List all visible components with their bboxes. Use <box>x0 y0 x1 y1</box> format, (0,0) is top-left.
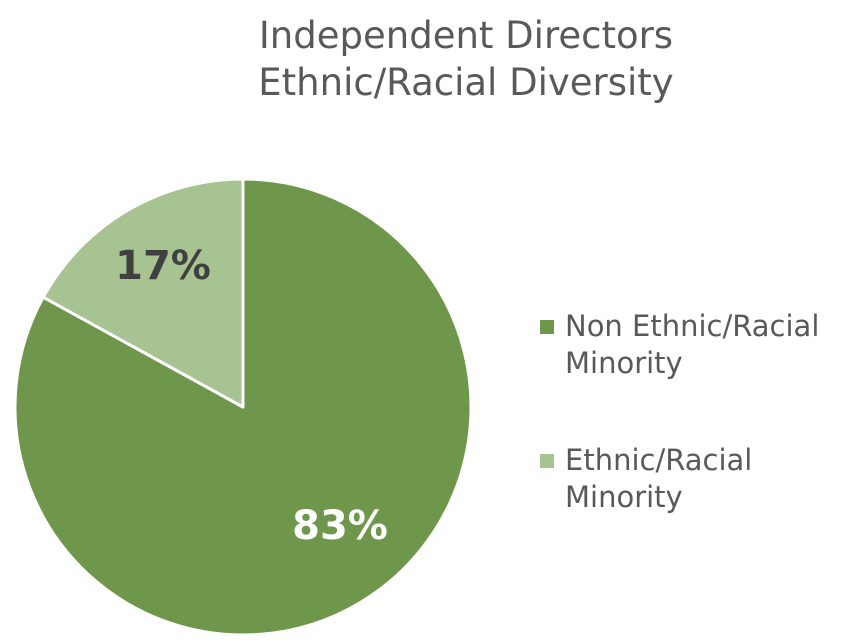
chart-title-line-2: Ethnic/Racial Diversity <box>258 61 674 104</box>
legend-swatch-minority <box>540 454 554 468</box>
data-label-1: 17% <box>115 243 211 289</box>
chart-title: Independent Directors Ethnic/Racial Dive… <box>0 12 860 106</box>
pie-slice-1 <box>41 177 245 409</box>
legend-swatch-non-minority <box>540 320 554 334</box>
legend-label-minority: Ethnic/Racial Minority <box>565 443 753 514</box>
data-label-0: 83% <box>292 503 388 549</box>
chart-legend: Non Ethnic/Racial Minority Ethnic/Racial… <box>540 308 855 516</box>
legend-item-minority: Ethnic/Racial Minority <box>540 442 855 516</box>
chart-title-line-1: Independent Directors <box>258 14 674 57</box>
legend-label-non-minority: Non Ethnic/Racial Minority <box>565 309 820 380</box>
legend-item-non-minority: Non Ethnic/Racial Minority <box>540 308 855 382</box>
